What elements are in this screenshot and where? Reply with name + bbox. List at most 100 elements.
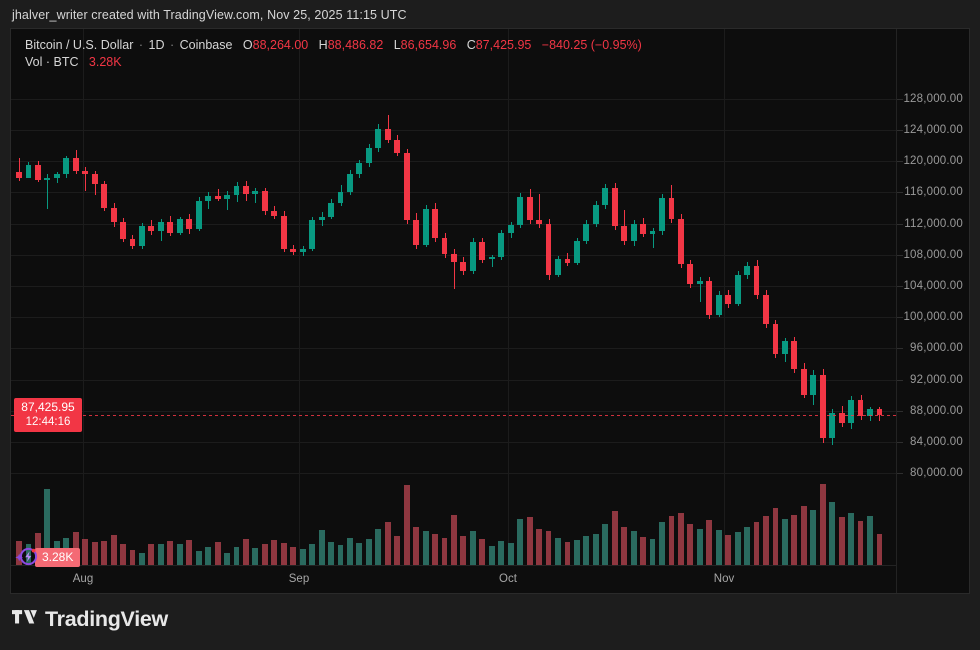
volume-bar [384, 522, 391, 565]
price-axis-tick [897, 317, 903, 319]
horizontal-gridline [11, 410, 896, 412]
volume-bar [469, 531, 476, 565]
volume-bar [488, 546, 495, 565]
volume-bar [781, 519, 788, 565]
candle-body [687, 264, 694, 284]
horizontal-gridline [11, 161, 896, 163]
candle-body [394, 140, 401, 153]
candle-wick [47, 174, 48, 209]
legend-interval[interactable]: 1D [148, 38, 165, 52]
time-axis-label: Oct [499, 573, 517, 585]
legend-symbol[interactable]: Bitcoin / U.S. Dollar [25, 38, 134, 52]
candle-body [857, 400, 864, 416]
volume-bar [649, 538, 656, 565]
candle-body [205, 195, 212, 201]
volume-bar [507, 542, 514, 565]
volume-bar [498, 540, 505, 565]
price-axis-tick [897, 223, 903, 225]
horizontal-gridline [11, 129, 896, 131]
volume-bar [356, 542, 363, 565]
horizontal-gridline [11, 317, 896, 319]
legend-high-value: 88,486.82 [327, 38, 384, 52]
candle-body [592, 204, 599, 224]
candle-body [640, 223, 646, 234]
candle-body [72, 158, 79, 171]
volume-bar [261, 543, 268, 565]
candle-body [120, 222, 126, 240]
candle-body [261, 190, 268, 212]
current-price-tag[interactable]: 87,425.95 12:44:16 [14, 398, 82, 433]
current-price-value: 87,425.95 [21, 400, 75, 415]
volume-bar [432, 534, 438, 565]
time-axis[interactable]: Aug Sep Oct Nov [11, 565, 896, 593]
candle-wick [255, 187, 256, 204]
horizontal-gridline [11, 98, 896, 100]
candle-body [725, 294, 732, 304]
volume-bar [101, 540, 108, 565]
candle-body [252, 190, 259, 194]
vertical-gridline [299, 29, 300, 565]
footer-branding: TradingView [12, 607, 168, 632]
volume-bar [271, 539, 278, 565]
volume-bar [744, 526, 750, 565]
volume-bar [44, 489, 51, 565]
legend-exchange[interactable]: Coinbase [179, 38, 233, 52]
volume-bar [16, 540, 22, 565]
candle-body [25, 165, 32, 178]
volume-bar [602, 523, 609, 565]
time-axis-label: Aug [72, 573, 94, 585]
candle-body [337, 191, 344, 203]
candle-body [838, 412, 845, 424]
price-axis-label: 124,000.00 [903, 123, 963, 136]
candle-wick [454, 249, 455, 290]
candle-body [696, 281, 703, 284]
price-axis-tick [897, 286, 903, 288]
volume-bar [110, 535, 117, 565]
vertical-gridline [83, 29, 84, 565]
candle-body [243, 186, 249, 194]
volume-bar [734, 532, 741, 565]
candle-body [101, 183, 108, 208]
price-axis-label: 100,000.00 [903, 311, 963, 324]
horizontal-gridline [11, 192, 896, 194]
chart-legend: Bitcoin / U.S. Dollar · 1D · Coinbase O8… [25, 37, 642, 71]
volume-bar [564, 541, 571, 565]
price-axis-tick [897, 98, 903, 100]
volume-bar [810, 509, 817, 565]
volume-bar [318, 530, 325, 565]
volume-tag[interactable]: 3.28K [15, 547, 81, 567]
candle-body [110, 207, 117, 223]
volume-bar [592, 534, 599, 565]
chart-panel: 128,000.00 124,000.00 120,000.00 116,000.00… [10, 28, 970, 594]
candle-body [479, 242, 486, 260]
volume-bar [536, 528, 542, 565]
legend-open-value: 88,264.00 [252, 38, 309, 52]
volume-bar [205, 547, 212, 565]
candle-body [526, 197, 533, 221]
volume-bar [214, 541, 221, 565]
volume-bar [677, 512, 684, 565]
price-axis[interactable]: 128,000.00 124,000.00 120,000.00 116,000.00… [896, 29, 969, 593]
candle-body [186, 218, 193, 230]
candle-body [517, 197, 524, 226]
candle-body [621, 225, 628, 241]
candle-body [148, 225, 155, 231]
horizontal-gridline [11, 223, 896, 225]
candle-body [763, 294, 769, 325]
price-axis-tick [897, 410, 903, 412]
candle-body [829, 412, 836, 439]
legend-sep-1: · [138, 38, 144, 52]
candle-body [555, 258, 561, 276]
volume-bar [876, 534, 883, 565]
candle-body [224, 194, 230, 199]
candle-wick [653, 228, 654, 248]
legend-volume-label[interactable]: Vol · BTC [25, 55, 79, 69]
price-axis-label: 112,000.00 [904, 217, 963, 230]
volume-bar [706, 520, 713, 565]
price-plot-area[interactable] [11, 29, 896, 565]
brand-name: TradingView [45, 607, 168, 631]
candle-body [810, 375, 817, 395]
candle-wick [218, 189, 219, 201]
candle-body [271, 211, 278, 216]
